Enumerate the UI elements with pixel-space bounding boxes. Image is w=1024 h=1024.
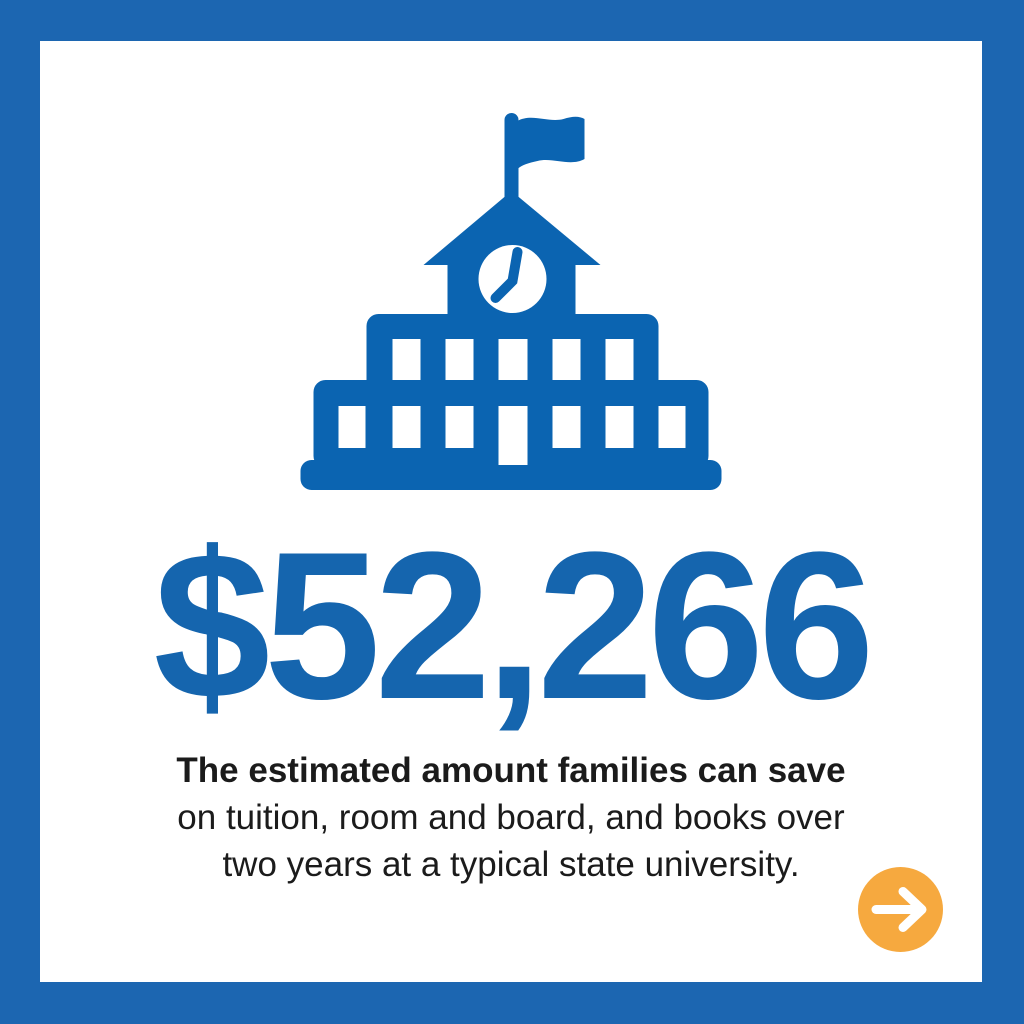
next-arrow-button[interactable] (858, 867, 943, 952)
roof (423, 191, 601, 265)
clock-hands (490, 247, 523, 303)
caption-line-2: on tuition, room and board, and books ov… (177, 798, 845, 837)
caption: The estimated amount families can save o… (40, 747, 982, 888)
building-base (300, 460, 722, 490)
flag-pole (504, 113, 519, 218)
window (392, 339, 421, 380)
arrow-right-icon (871, 887, 927, 932)
window (392, 406, 421, 448)
flag (517, 116, 585, 169)
card-panel: $52,266 The estimated amount families ca… (40, 41, 982, 982)
university-building-icon (300, 113, 722, 490)
caption-line-1: The estimated amount families can save (176, 751, 846, 790)
window (338, 406, 366, 448)
window (552, 339, 581, 380)
window (498, 339, 528, 380)
window (658, 406, 686, 448)
savings-amount: $52,266 (153, 508, 875, 743)
caption-line-3: two years at a typical state university. (222, 845, 800, 884)
window (445, 406, 474, 448)
window (605, 339, 634, 380)
window (552, 406, 581, 448)
window (605, 406, 634, 448)
door (498, 406, 528, 465)
window (445, 339, 474, 380)
